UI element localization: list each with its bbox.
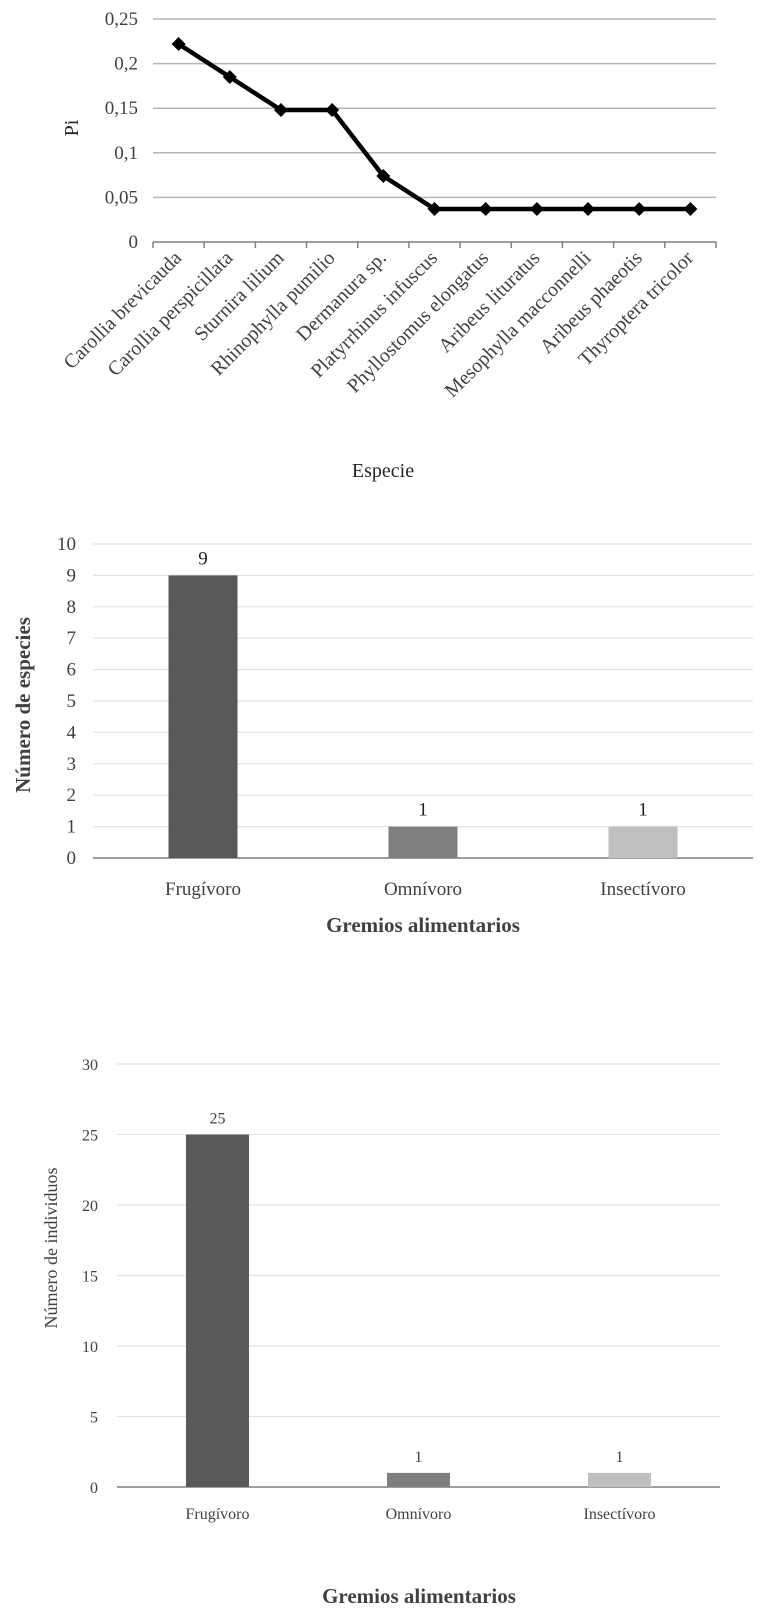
x-tick-label: Frugívoro [165, 879, 241, 900]
x-tick-label: Omnívoro [386, 1506, 452, 1523]
data-point [581, 201, 596, 216]
data-label: 9 [198, 548, 208, 569]
y-tick-label: 8 [67, 597, 77, 618]
bar [588, 1472, 651, 1487]
line-chart-y-axis-title: Pi [61, 119, 83, 136]
line-chart-x-axis-title: Especie [352, 460, 414, 482]
y-tick-label: 30 [82, 1057, 98, 1074]
y-tick-label: 0,1 [114, 143, 138, 164]
y-tick-label: 6 [67, 660, 77, 681]
data-label: 1 [616, 1449, 624, 1466]
bar [387, 1472, 450, 1487]
y-tick-label: 0,25 [105, 9, 138, 30]
bar-chart-1-bars [168, 575, 678, 858]
y-tick-label: 2 [67, 785, 77, 806]
bar-chart-1-x-tick-labels: Frugívoro Omnívoro Insectívoro [165, 879, 686, 900]
data-point [529, 201, 544, 216]
bar [608, 826, 678, 858]
y-tick-label: 20 [82, 1198, 98, 1215]
x-tick-label: Insectívoro [600, 879, 685, 900]
data-point [478, 201, 493, 216]
y-tick-label: 9 [67, 565, 77, 586]
y-tick-label: 4 [67, 722, 77, 743]
data-label: 25 [210, 1111, 226, 1128]
y-tick-label: 5 [67, 691, 77, 712]
y-tick-label: 3 [67, 754, 77, 775]
bar-chart-1-y-tick-labels: 0 1 2 3 4 5 6 7 8 9 10 [57, 534, 77, 869]
bar-chart-2-y-axis-title: Número de individuos [41, 1168, 61, 1329]
bar [168, 575, 238, 858]
x-tick-label: Omnívoro [384, 879, 462, 900]
y-tick-label: 10 [57, 534, 76, 555]
line-chart-series-line [177, 42, 691, 212]
data-point [273, 102, 288, 117]
data-point [376, 168, 391, 183]
line-chart-y-tick-labels: 0 0,05 0,1 0,15 0,2 0,25 [105, 9, 138, 253]
line-chart-pi-by-species: 0 0,05 0,1 0,15 0,2 0,25 Carollia brevicaudaC… [59, 9, 717, 482]
bar-chart-species-by-guild: 0 1 2 3 4 5 6 7 8 9 10 9 1 1 Frugívoro Omnívoro Insect… [11, 534, 753, 937]
y-tick-label: 0,2 [114, 54, 138, 75]
data-label: 1 [415, 1449, 423, 1466]
data-label: 1 [418, 800, 428, 821]
bar [388, 826, 458, 858]
data-point [683, 201, 698, 216]
x-tick-label: Insectívoro [584, 1506, 656, 1523]
bar-chart-1-y-axis-title: Número de especies [11, 617, 35, 793]
bar-chart-2-x-axis-title: Gremios alimentarios [322, 1584, 516, 1608]
bar-chart-2-bars [186, 1134, 651, 1487]
y-tick-label: 0 [90, 1480, 98, 1497]
y-tick-label: 0,05 [105, 187, 138, 208]
y-tick-label: 25 [82, 1128, 98, 1145]
line-chart-x-tick-marks [152, 242, 717, 248]
y-tick-label: 0,15 [105, 98, 138, 119]
line-chart-points [171, 36, 698, 216]
bar-chart-2-y-tick-labels: 0 5 10 15 20 25 30 [82, 1057, 98, 1497]
bar [186, 1134, 249, 1487]
data-label: 1 [638, 800, 648, 821]
data-point [171, 36, 186, 51]
line-chart-gridlines [153, 18, 716, 199]
bar-chart-1-x-axis-title: Gremios alimentarios [326, 913, 520, 937]
bar-chart-2-x-tick-labels: Frugívoro Omnívoro Insectívoro [186, 1506, 656, 1523]
y-tick-label: 0 [129, 232, 139, 253]
bar-chart-2-data-labels: 25 1 1 [210, 1111, 624, 1466]
data-point [427, 201, 442, 216]
y-tick-label: 1 [67, 817, 77, 838]
data-point [325, 102, 340, 117]
data-point [632, 201, 647, 216]
bar-chart-1-data-labels: 9 1 1 [198, 548, 648, 820]
bar-chart-individuals-by-guild: 0 5 10 15 20 25 30 25 1 1 Frugívoro Omnívoro Insec… [41, 1057, 720, 1608]
y-tick-label: 5 [90, 1410, 98, 1427]
y-tick-label: 0 [67, 848, 77, 869]
y-tick-label: 15 [82, 1269, 98, 1286]
x-tick-label: Frugívoro [186, 1506, 250, 1523]
data-point [222, 69, 237, 84]
y-tick-label: 7 [67, 628, 77, 649]
y-tick-label: 10 [82, 1339, 98, 1356]
